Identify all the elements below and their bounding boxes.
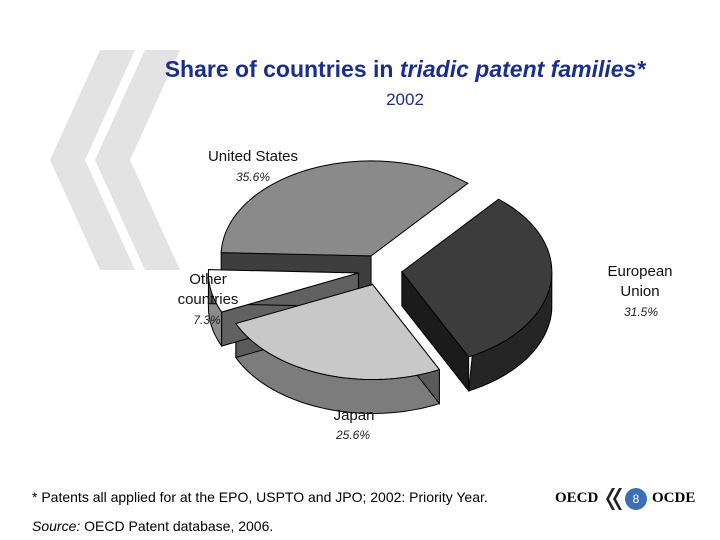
logo-oecd-text: OECD	[555, 490, 599, 506]
source-note: Source: OECD Patent database, 2006.	[32, 518, 273, 534]
slice-european-union	[401, 198, 553, 358]
page-number-badge: 8	[625, 488, 647, 510]
label-other-countries-line1: Other	[189, 271, 227, 288]
pct-united-states: 35.6%	[235, 170, 271, 184]
label-other-countries-line2: countries	[177, 291, 239, 308]
pct-other-countries: 7.3%	[193, 313, 221, 327]
logo-ocde-text: OCDE	[652, 490, 696, 506]
oecd-logo: OECD OCDE	[555, 484, 715, 514]
pie-chart	[207, 160, 553, 415]
pct-japan: 25.6%	[335, 428, 371, 442]
slice-japan	[235, 283, 441, 381]
label-european-union-line2: Union	[620, 283, 660, 300]
label-united-states: United States	[207, 148, 299, 165]
slice-other-countries	[207, 269, 359, 313]
oecd-chevron-icon	[606, 488, 622, 510]
source-text: OECD Patent database, 2006.	[80, 518, 274, 534]
label-japan: Japan	[333, 407, 375, 424]
pct-european-union: 31.5%	[623, 305, 659, 319]
footnote: * Patents all applied for at the EPO, US…	[32, 489, 488, 505]
slice-united-states	[220, 160, 469, 257]
page-title: Share of countries in triadic patent fam…	[164, 56, 646, 82]
label-european-union-line1: European	[607, 263, 673, 280]
source-label: Source:	[32, 518, 81, 534]
chart-subtitle: 2002	[386, 90, 424, 109]
oecd-watermark-icon	[50, 50, 180, 270]
